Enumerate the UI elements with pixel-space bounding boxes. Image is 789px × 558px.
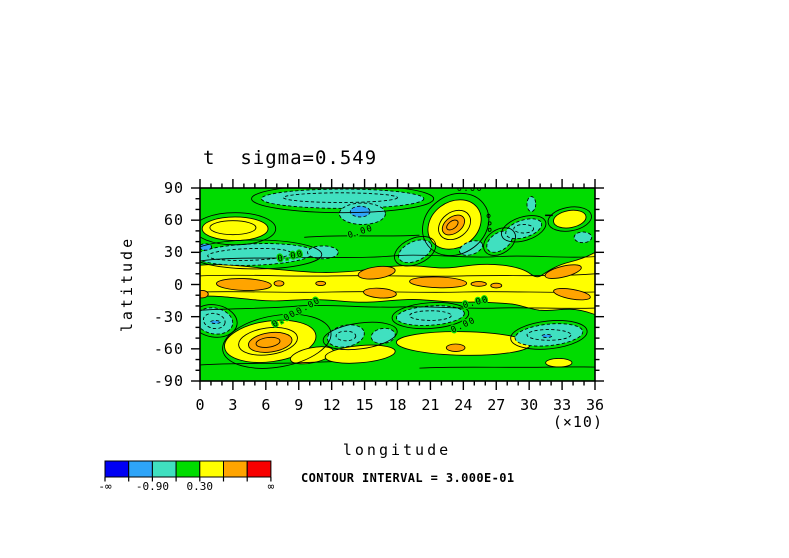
contour-line [199, 304, 596, 311]
colorbar [104, 460, 272, 482]
contour-fill-region [357, 265, 396, 280]
contour-line-ring [486, 213, 491, 219]
contour-line-ring [526, 329, 572, 341]
contour-line-ring [209, 220, 257, 236]
x-tick-label: 21 [421, 396, 440, 414]
contour-fill-region [573, 231, 593, 244]
axes-frame-and-ticks [191, 179, 604, 390]
contour-line-ring [501, 215, 547, 243]
contour-plot-area: 0.00 0.00 0.00 0.00 0.00 0.00 0.00 [189, 183, 596, 381]
contour-fill-region [370, 327, 396, 345]
x-tick-label: 3 [228, 396, 238, 414]
contour-fill-region [363, 287, 397, 299]
colorbar-tick-label: -0.90 [135, 480, 169, 493]
colorbar-segment [104, 460, 130, 478]
contour-line-ring [222, 313, 332, 369]
contour-fill-region [445, 343, 466, 352]
colorbar-segment [128, 460, 153, 478]
x-axis-label: longitude [342, 441, 452, 459]
contour-line-ring [202, 312, 226, 330]
y-tick-label: 30 [163, 243, 184, 262]
plot-title: t sigma=0.549 [203, 147, 378, 169]
contour-line [199, 254, 596, 262]
contour-fill-region [541, 334, 553, 338]
contour-line [199, 361, 332, 366]
y-axis-label: latitude [118, 235, 136, 333]
contour-fill-region [544, 264, 582, 279]
plot-frame [199, 187, 596, 382]
x-tick-label: 12 [322, 396, 341, 414]
y-tick-label: -90 [153, 372, 184, 390]
contour-line-ring [510, 320, 588, 350]
contour-fill-region [327, 324, 365, 348]
contour-line-ring [322, 321, 398, 351]
contour-line [199, 291, 596, 293]
y-tick-label: -60 [153, 339, 184, 358]
x-tick-label: 6 [261, 396, 271, 414]
contour-fill-region [409, 276, 468, 289]
x-tick-label: 18 [388, 396, 407, 414]
contour-fill-region [396, 305, 465, 326]
contour-line-ring [238, 327, 298, 356]
colorbar-tick-label: -∞ [98, 480, 112, 493]
colorbar-tick-label: ∞ [267, 480, 275, 493]
contour-line [419, 366, 596, 369]
contour-line-ring [422, 192, 490, 256]
contour-fill-region [216, 278, 272, 291]
contour-line-ring [513, 224, 534, 234]
contour-plot-svg: 0.000.000.000.000.000.000.00 [189, 183, 596, 381]
contour-line-ring [446, 219, 459, 231]
contour-line-ring [255, 336, 281, 348]
contour-line-ring [487, 227, 492, 232]
x-axis-unit-note: (×10) [552, 413, 603, 431]
contour-fill-region [553, 288, 591, 301]
colorbar-segment [223, 460, 248, 478]
contour-line-ring [409, 310, 452, 321]
contour-fill-region [470, 281, 487, 287]
contour-line [304, 234, 420, 238]
contour-line-ring [438, 209, 472, 241]
contour-fill-region [398, 239, 432, 264]
x-tick-label: 30 [520, 396, 539, 414]
colorbar-tick-label: 0.30 [186, 480, 214, 493]
contour-line-ring [207, 247, 292, 261]
contour-fill-region [307, 245, 339, 260]
contour-line-ring [393, 236, 437, 267]
colorbar-segment [175, 460, 201, 478]
contour-fill-region [490, 282, 503, 289]
colorbar-segment [151, 460, 177, 478]
contour-line-ring [335, 330, 357, 342]
y-tick-label: -30 [153, 307, 184, 326]
contour-fill-region [526, 196, 537, 213]
x-tick-label: 15 [355, 396, 374, 414]
y-tick-label: 0 [173, 275, 184, 294]
contour-line [199, 273, 596, 277]
contour-line-ring [487, 221, 492, 226]
y-tick-label: 60 [163, 211, 184, 230]
contour-line-ring [282, 192, 398, 203]
contour-line-ring [547, 206, 592, 232]
contour-interval-note: CONTOUR INTERVAL = 3.000E-01 [301, 471, 515, 485]
contour-fill-region [315, 280, 327, 287]
x-tick-label: 36 [585, 396, 605, 414]
colorbar-segment [246, 460, 272, 478]
contour-line-ring [391, 302, 470, 330]
y-tick-label: 90 [163, 179, 184, 197]
x-tick-label: 0 [195, 396, 205, 414]
colorbar-segment [199, 460, 225, 478]
contour-line-ring [483, 227, 516, 256]
contour-fill-region [553, 209, 587, 229]
x-tick-label: 9 [294, 396, 304, 414]
contour-fill-region [199, 243, 212, 251]
contour-fill-region [273, 280, 285, 287]
x-tick-label: 27 [487, 396, 506, 414]
x-tick-label: 33 [553, 396, 572, 414]
contour-mark [545, 214, 553, 217]
x-tick-label: 24 [454, 396, 473, 414]
contour-fill-region [248, 331, 293, 353]
